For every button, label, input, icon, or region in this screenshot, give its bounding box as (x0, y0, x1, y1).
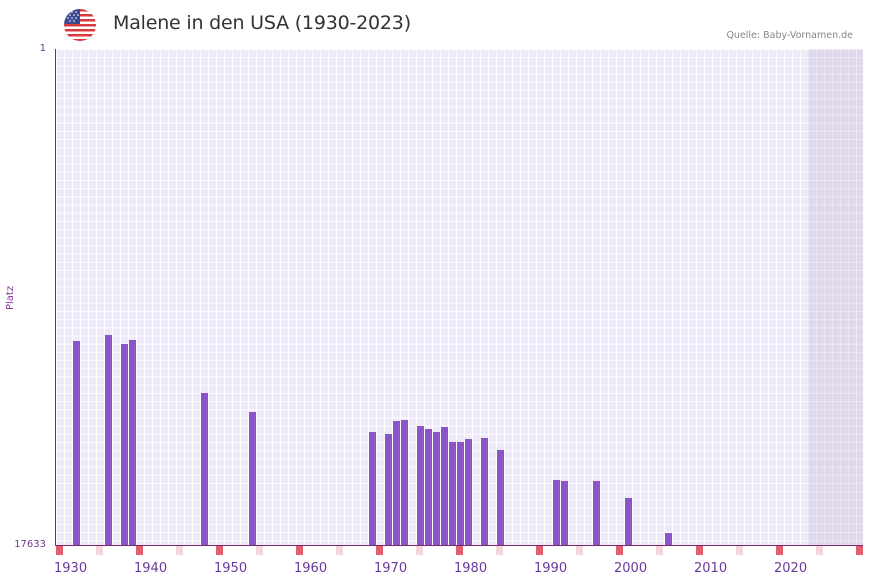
x-tick-1960: 1960 (294, 561, 328, 576)
marker-red-1958 (296, 546, 303, 555)
marker-red-1938 (136, 546, 143, 555)
marker-red-1968 (376, 546, 383, 555)
marker-pink-1933 (96, 546, 103, 555)
bar-1952[interactable] (248, 411, 256, 545)
bar-1978[interactable] (456, 442, 464, 545)
bar-1974[interactable] (424, 429, 432, 545)
marker-red-2028 (856, 546, 863, 555)
x-tick-2010: 2010 (694, 561, 728, 576)
marker-pink-1943 (176, 546, 183, 555)
bar-1977[interactable] (448, 442, 456, 545)
bar-1936[interactable] (120, 344, 128, 545)
x-tick-1990: 1990 (534, 561, 568, 576)
bar-1967[interactable] (368, 431, 376, 545)
bar-1973[interactable] (416, 426, 424, 545)
plot-area (56, 49, 863, 545)
bar-1979[interactable] (464, 439, 472, 545)
x-tick-1950: 1950 (214, 561, 248, 576)
bar-2004[interactable] (664, 532, 672, 545)
marker-red-2008 (696, 546, 703, 555)
bar-1930[interactable] (72, 340, 80, 545)
bar-1969[interactable] (384, 433, 392, 545)
marker-pink-1993 (576, 546, 583, 555)
bar-1983[interactable] (496, 450, 504, 545)
x-tick-1930: 1930 (54, 561, 88, 576)
source-label: Quelle: Baby-Vornamen.de (726, 30, 853, 41)
marker-pink-1983 (496, 546, 503, 555)
marker-pink-1953 (256, 546, 263, 555)
bar-1990[interactable] (552, 479, 560, 545)
bar-1937[interactable] (128, 340, 136, 545)
marker-pink-2023 (816, 546, 823, 555)
us-flag-icon (64, 9, 96, 41)
bar-1946[interactable] (200, 393, 208, 545)
marker-pink-1963 (336, 546, 343, 555)
bar-1976[interactable] (440, 427, 448, 545)
bar-1991[interactable] (560, 481, 568, 545)
marker-red-1978 (456, 546, 463, 555)
x-tick-2020: 2020 (774, 561, 808, 576)
x-tick-1970: 1970 (374, 561, 408, 576)
marker-pink-1973 (416, 546, 423, 555)
bar-1970[interactable] (392, 421, 400, 545)
bar-1934[interactable] (104, 335, 112, 545)
y-tick-top: 1 (39, 43, 46, 54)
marker-pink-2013 (736, 546, 743, 555)
shaded-region (808, 49, 863, 545)
bar-1981[interactable] (480, 438, 488, 545)
y-tick-bottom: 17633 (14, 539, 46, 550)
marker-red-1948 (216, 546, 223, 555)
bar-1999[interactable] (624, 497, 632, 545)
marker-pink-2003 (656, 546, 663, 555)
marker-red-2018 (776, 546, 783, 555)
chart-title: Malene in den USA (1930-2023) (113, 12, 411, 34)
x-tick-2000: 2000 (614, 561, 648, 576)
x-tick-1940: 1940 (134, 561, 168, 576)
marker-red-1998 (616, 546, 623, 555)
marker-red-1928 (56, 546, 63, 555)
y-axis-label: Platz (5, 285, 16, 310)
x-axis-line (55, 545, 863, 546)
y-axis-line (55, 49, 56, 546)
bar-1975[interactable] (432, 431, 440, 545)
marker-red-1988 (536, 546, 543, 555)
bar-1971[interactable] (400, 420, 408, 545)
bar-1995[interactable] (592, 481, 600, 545)
x-tick-1980: 1980 (454, 561, 488, 576)
